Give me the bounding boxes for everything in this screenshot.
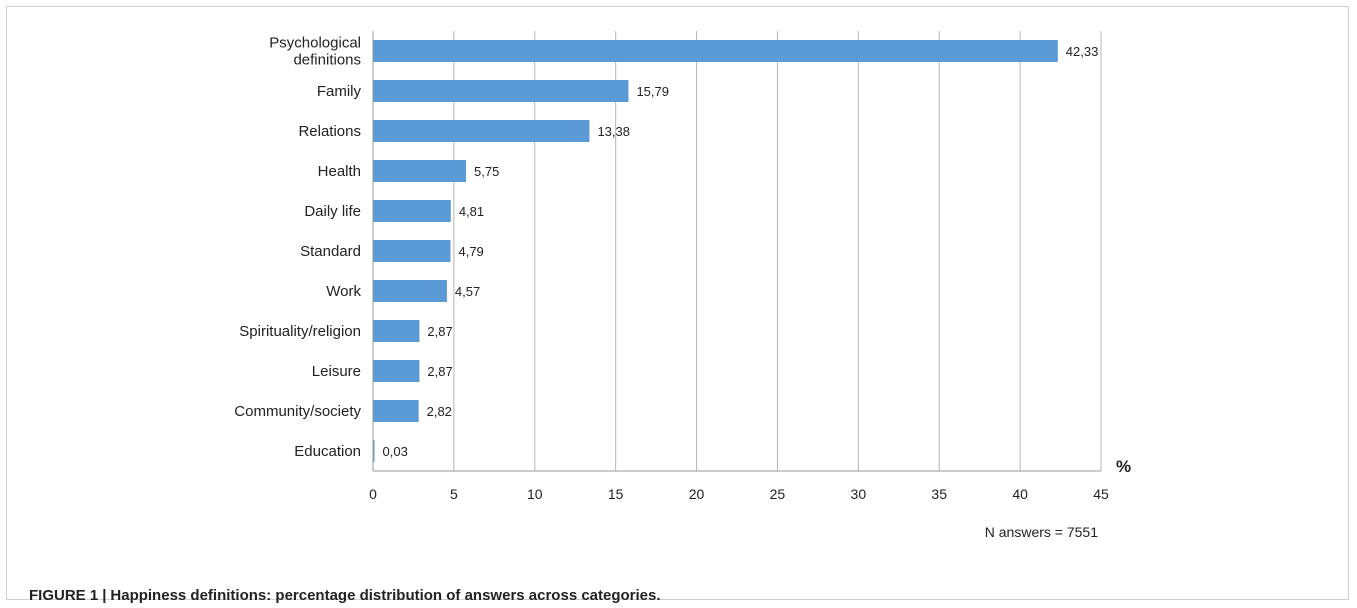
value-label: 13,38 xyxy=(597,124,630,139)
x-tick-label: 20 xyxy=(689,486,705,502)
x-tick-label: 25 xyxy=(770,486,786,502)
value-label: 4,81 xyxy=(459,204,484,219)
figure-frame: Psychological definitions Family Relations H… xyxy=(6,6,1349,604)
category-label: Standard xyxy=(300,243,361,260)
value-label: 2,87 xyxy=(427,324,452,339)
bar xyxy=(373,440,375,462)
bar xyxy=(373,320,420,342)
bar xyxy=(373,200,451,222)
bar xyxy=(373,360,420,382)
value-label: 5,75 xyxy=(474,164,499,179)
x-tick-label: 5 xyxy=(450,486,458,502)
caption-separator: | xyxy=(102,587,107,604)
value-label: 4,57 xyxy=(455,284,480,299)
x-tick-label: 40 xyxy=(1012,486,1028,502)
value-label: 4,79 xyxy=(458,244,483,259)
bar xyxy=(373,120,590,142)
bar xyxy=(373,400,419,422)
x-tick-label: 10 xyxy=(527,486,543,502)
bar xyxy=(373,240,451,262)
category-label: Family xyxy=(317,83,362,100)
x-tick-label: 0 xyxy=(369,486,377,502)
bar xyxy=(373,80,629,102)
caption-label: FIGURE 1 xyxy=(29,587,99,604)
bar xyxy=(373,160,467,182)
figure-caption: FIGURE 1 | Happiness definitions: percenta… xyxy=(29,587,661,604)
x-tick-label: 45 xyxy=(1093,486,1109,502)
value-labels: 42,33 15,79 13,38 5,75 4,81 4,79 4,57 2,87 2,87 2… xyxy=(383,44,1099,459)
caption-text: Happiness definitions: percentage distri… xyxy=(110,587,661,604)
x-axis-label: % xyxy=(1116,457,1131,476)
category-label: Education xyxy=(294,443,361,460)
bar-chart: Psychological definitions Family Relations H… xyxy=(234,31,1131,540)
value-label: 2,82 xyxy=(427,404,452,419)
x-tick-labels: 0 5 10 15 20 25 30 35 40 45 xyxy=(369,486,1109,502)
value-label: 15,79 xyxy=(636,84,669,99)
bar xyxy=(373,40,1058,62)
gridlines xyxy=(453,31,1102,471)
category-label: Relations xyxy=(298,123,361,140)
x-tick-label: 15 xyxy=(608,486,624,502)
x-tick-label: 30 xyxy=(851,486,867,502)
category-label: Psychological definitions xyxy=(269,35,361,69)
value-label: 42,33 xyxy=(1066,44,1099,59)
category-label: Daily life xyxy=(304,203,361,220)
bars xyxy=(373,40,1058,462)
value-label: 2,87 xyxy=(427,364,452,379)
category-label: Spirituality/religion xyxy=(239,323,361,340)
category-label: Work xyxy=(326,283,361,300)
category-label: Community/society xyxy=(234,403,361,420)
category-label: Health xyxy=(318,163,361,180)
value-label: 0,03 xyxy=(383,444,408,459)
category-labels: Psychological definitions Family Relations H… xyxy=(234,35,361,461)
category-label: Leisure xyxy=(312,363,361,380)
bar xyxy=(373,280,447,302)
n-answers-note: N answers = 7551 xyxy=(985,524,1098,540)
x-tick-label: 35 xyxy=(931,486,947,502)
